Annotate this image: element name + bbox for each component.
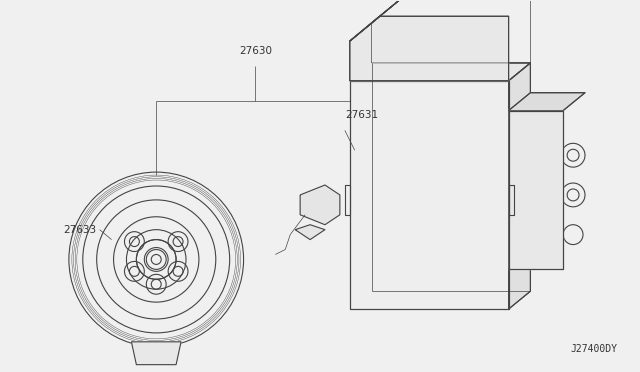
Polygon shape: [350, 16, 509, 81]
Polygon shape: [350, 63, 531, 81]
Polygon shape: [350, 0, 401, 41]
Polygon shape: [350, 81, 509, 309]
Text: 27631: 27631: [345, 110, 378, 121]
Polygon shape: [295, 225, 325, 240]
Text: 27633: 27633: [63, 225, 97, 235]
Polygon shape: [300, 185, 340, 225]
Polygon shape: [509, 93, 585, 110]
Text: J27400DY: J27400DY: [571, 344, 618, 354]
Polygon shape: [509, 110, 563, 269]
Polygon shape: [131, 342, 181, 365]
Text: 27630: 27630: [239, 46, 272, 56]
Polygon shape: [509, 63, 531, 309]
